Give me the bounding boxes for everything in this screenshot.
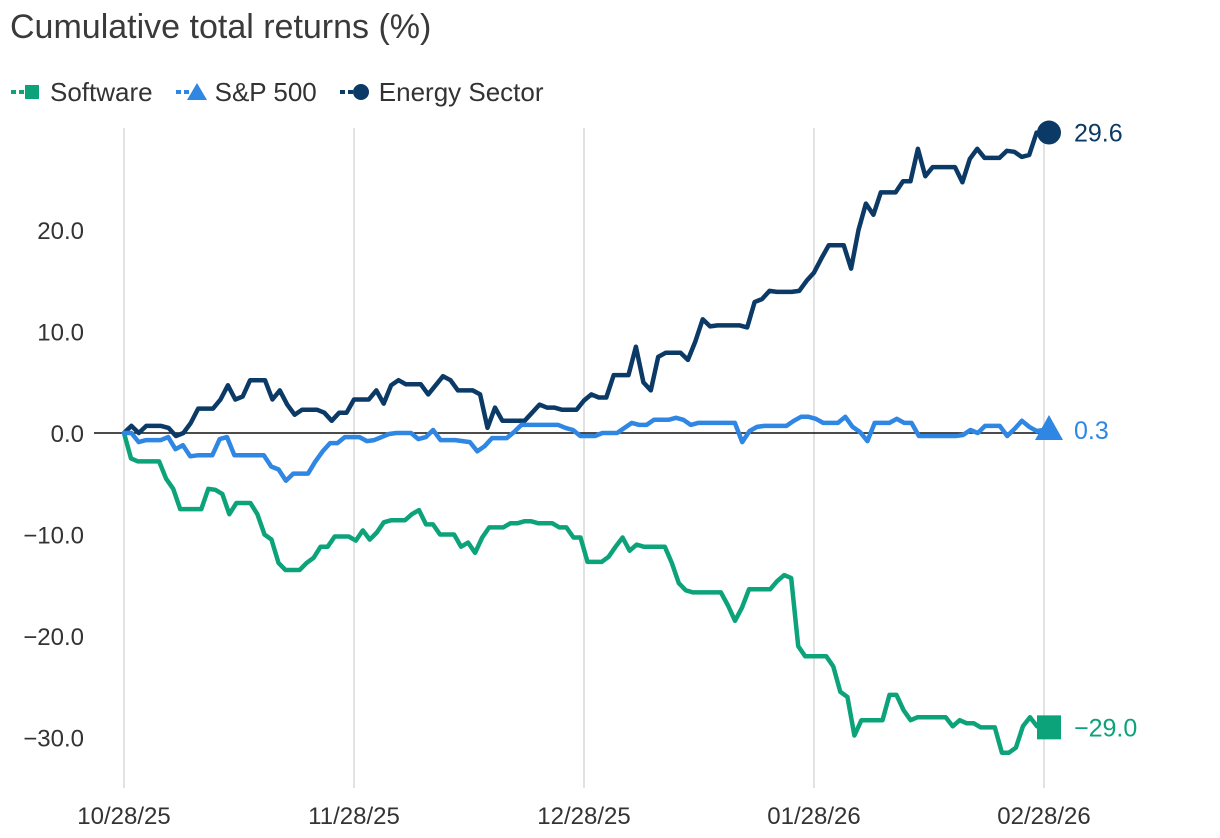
chart-title: Cumulative total returns (%) — [10, 8, 432, 46]
y-tick-label: 20.0 — [37, 218, 84, 245]
end-value-label-software: −29.0 — [1074, 714, 1137, 742]
series-line-s-p-500 — [121, 414, 1047, 483]
grid-layer — [94, 128, 1045, 788]
legend-label-energy: Energy Sector — [378, 76, 544, 107]
legend: Software S&P 500 Energy Sector — [10, 74, 566, 110]
legend-item-sp500: S&P 500 — [175, 77, 317, 108]
y-tick-label: 0.0 — [51, 421, 84, 448]
label-layer: −29.0 0.3 29.6 — [1074, 120, 1137, 743]
x-tick-label: 12/28/25 — [537, 803, 630, 830]
axis-layer: 10/28/25 11/28/25 12/28/25 01/28/26 02/28/26… — [23, 218, 1090, 830]
square-marker-icon — [11, 85, 39, 99]
end-value-label-s-p-500: 0.3 — [1074, 417, 1109, 445]
series-line-energy-sector — [121, 130, 1047, 439]
x-tick-label: 01/28/26 — [767, 803, 860, 830]
x-tick-label: 10/28/25 — [77, 803, 170, 830]
legend-label-sp500: S&P 500 — [214, 76, 317, 107]
y-tick-label: −20.0 — [23, 624, 84, 651]
legend-item-software: Software — [10, 77, 153, 108]
circle-marker-icon — [339, 84, 369, 100]
y-tick-label: −10.0 — [23, 523, 84, 550]
end-marker-s-p-500 — [1035, 414, 1063, 440]
x-tick-label: 02/28/26 — [997, 803, 1090, 830]
x-tick-label: 11/28/25 — [308, 803, 400, 830]
series-line-software — [121, 430, 1047, 755]
end-marker-energy-sector — [1037, 120, 1061, 145]
end-value-label-energy-sector: 29.6 — [1074, 120, 1123, 148]
y-tick-label: −30.0 — [23, 726, 84, 753]
y-tick-label: 10.0 — [37, 320, 84, 347]
end-marker-layer — [1035, 120, 1063, 740]
legend-item-energy: Energy Sector — [339, 77, 544, 108]
triangle-marker-icon — [175, 83, 207, 100]
legend-label-software: Software — [50, 76, 153, 107]
end-marker-software — [1037, 715, 1061, 740]
series-layer — [121, 130, 1047, 755]
